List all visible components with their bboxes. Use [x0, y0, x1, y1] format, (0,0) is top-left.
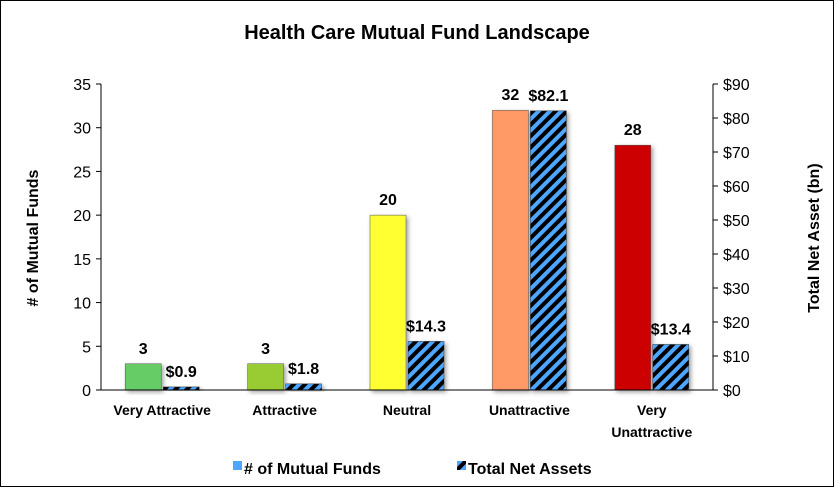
x-category-line: Unattractive [489, 402, 570, 418]
y2-tick-label: $40 [723, 247, 750, 264]
data-label-funds: 28 [624, 122, 642, 139]
y2-tick-label: $30 [723, 281, 750, 298]
x-category-line: Very [637, 402, 667, 418]
legend: # of Mutual Funds Total Net Assets [233, 461, 592, 478]
y2-tick-label: $10 [723, 349, 750, 366]
y-tick-label: 10 [73, 296, 91, 313]
y-tick-label: 15 [73, 252, 91, 269]
x-category-line: Attractive [252, 402, 317, 418]
x-category-line: Neutral [383, 402, 431, 418]
data-label-funds: 20 [379, 192, 397, 209]
bar-assets [530, 110, 567, 391]
legend-label-funds: # of Mutual Funds [244, 461, 381, 478]
x-category-label: Unattractive [489, 402, 570, 418]
data-label-assets: $13.4 [651, 321, 691, 338]
data-label-funds: 3 [139, 341, 148, 358]
x-category-label: Attractive [252, 402, 317, 418]
y2-tick-label: $0 [723, 383, 741, 400]
data-label-assets: $0.9 [166, 364, 197, 381]
bar-funds [492, 109, 529, 391]
y-tick-label: 0 [82, 383, 91, 400]
x-category-label: Neutral [383, 402, 431, 418]
data-label-assets: $14.3 [406, 318, 446, 335]
y2-tick-label: $70 [723, 145, 750, 162]
x-category-line: Very Attractive [113, 402, 211, 418]
bar-funds [247, 363, 284, 391]
x-category-label: Very Attractive [113, 402, 211, 418]
bar-funds [614, 144, 652, 391]
chart-title: Health Care Mutual Fund Landscape [244, 22, 590, 44]
data-label-assets: $1.8 [288, 361, 319, 378]
y-tick-label: 20 [73, 208, 91, 225]
bar-funds [369, 214, 407, 391]
bar-funds [124, 363, 162, 391]
data-label-funds: 32 [502, 87, 520, 104]
data-label-funds: 3 [261, 341, 270, 358]
bar-assets [407, 341, 445, 391]
y2-tick-label: $90 [723, 77, 750, 94]
bar-assets [285, 383, 322, 391]
data-label-assets: $82.1 [528, 88, 568, 105]
y-tick-label: 25 [73, 164, 91, 181]
bar-assets [652, 344, 690, 391]
y-axis-title: # of Mutual Funds [25, 169, 42, 306]
y2-tick-label: $20 [723, 315, 750, 332]
legend-label-assets: Total Net Assets [468, 461, 592, 478]
legend-swatch-assets [457, 461, 466, 470]
y-tick-label: 5 [82, 339, 91, 356]
y2-tick-label: $50 [723, 213, 750, 230]
x-category-label: Very Unattractive [611, 402, 692, 440]
legend-swatch-funds [233, 461, 242, 470]
y2-axis-title: Total Net Asset (bn) [806, 163, 823, 312]
x-category-line: Unattractive [611, 424, 692, 440]
y2-tick-label: $60 [723, 179, 750, 196]
y-tick-label: 30 [73, 121, 91, 138]
y2-tick-label: $80 [723, 111, 750, 128]
y-tick-label: 35 [73, 77, 91, 94]
